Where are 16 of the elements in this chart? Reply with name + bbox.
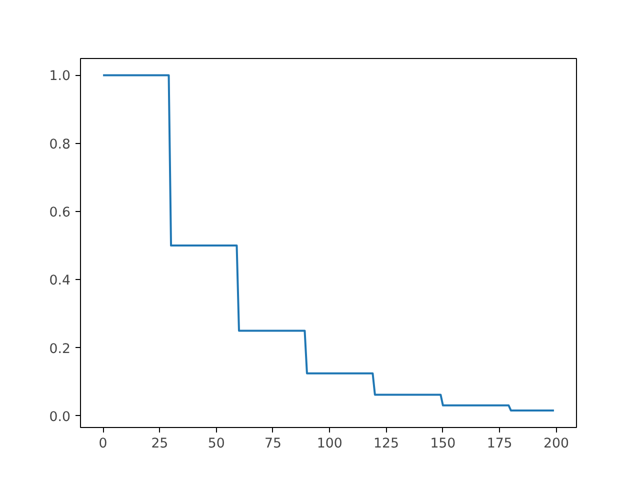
y-tick-label: 0.0 [49, 410, 71, 425]
y-tick-label: 0.6 [49, 205, 71, 220]
x-tick-label: 150 [430, 436, 456, 452]
x-tick-label: 175 [486, 436, 512, 452]
x-tick-label: 50 [208, 436, 225, 452]
line-series [102, 74, 555, 412]
y-tick-label: 1.0 [49, 69, 71, 84]
x-tick-label: 200 [544, 436, 569, 452]
y-tick-label: 0.4 [49, 274, 71, 289]
x-tick-label: 75 [264, 436, 282, 452]
y-tick-label: 0.8 [49, 137, 71, 152]
x-tick-label: 100 [316, 436, 342, 452]
x-tick-label: 25 [151, 436, 168, 452]
x-tick-label: 0 [98, 436, 108, 452]
x-tick-label: 125 [374, 436, 400, 452]
y-tick-label: 0.2 [49, 342, 71, 357]
